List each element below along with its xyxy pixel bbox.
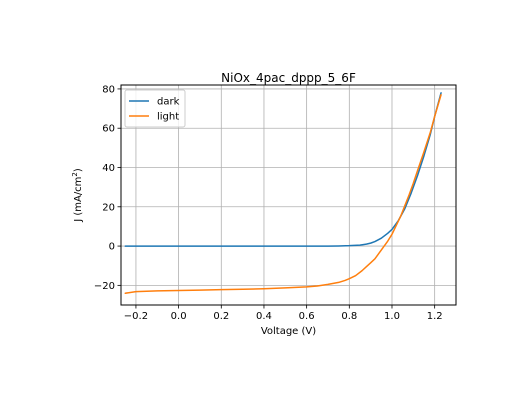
grid [121,85,456,305]
ticks: −0.2 0.0 0.2 0.4 0.6 0.8 1.0 1.2 −20 0 20 40 60 80 [94,84,443,322]
x-tick-label: 0.4 [256,311,272,322]
series-layer [124,92,442,294]
chart-title: NiOx_4pac_dppp_5_6F [221,71,356,85]
axes-frame [120,84,457,306]
x-tick-label: 0.8 [341,311,357,322]
y-tick-label: 40 [102,163,115,174]
y-axis-label-main: J (mA/cm [73,177,84,223]
y-tick-label: −20 [94,281,115,292]
x-tick-label: −0.2 [124,311,148,322]
series-line-light [124,94,442,294]
x-tick-label: 0.2 [213,311,229,322]
series-line-dark [124,92,442,247]
y-tick-label: 20 [102,202,115,213]
legend: dark light [124,89,186,128]
x-tick-label: 0.0 [171,311,187,322]
legend-entries: dark light [129,97,180,123]
y-tick-label: 60 [102,124,115,135]
x-tick-label: 0.6 [299,311,315,322]
y-axis-label-close: ) [73,168,84,172]
x-tick-label: 1.0 [384,311,400,322]
legend-box [124,89,186,128]
y-axis-label: J (mA/cm2) [71,168,84,223]
y-axis-label-superscript: 2 [71,172,79,176]
y-tick-label: 0 [109,242,115,253]
legend-label-light: light [157,112,179,123]
y-tick-label: 80 [102,84,115,95]
x-tick-label: 1.2 [427,311,443,322]
legend-label-dark: dark [157,97,180,108]
x-axis-label: Voltage (V) [261,326,316,337]
